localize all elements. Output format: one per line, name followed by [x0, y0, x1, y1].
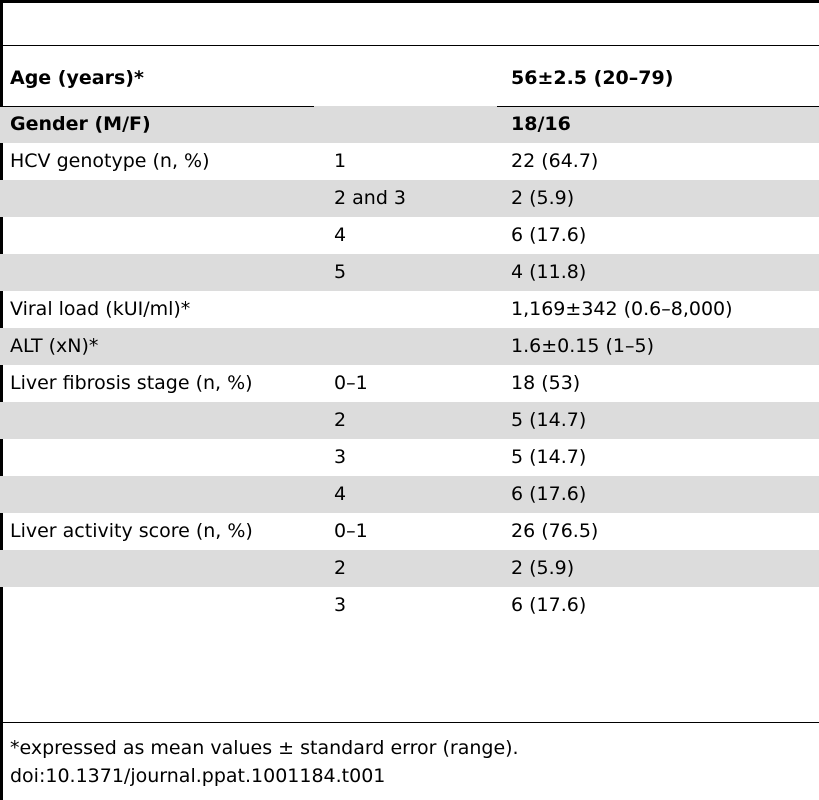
- row-value: 18 (53): [511, 372, 581, 394]
- row-label: [0, 550, 320, 587]
- row-value: 1.6±0.15 (1–5): [497, 328, 819, 365]
- row-value: 2 (5.9): [497, 550, 819, 587]
- row-subcategory: 4: [334, 224, 347, 246]
- row-subcategory: 3: [334, 446, 347, 468]
- row-label: Liver activity score (n, %): [10, 520, 253, 542]
- table-row: Viral load (kUI/ml)* 1,169±342 (0.6–8,000…: [0, 291, 819, 328]
- table-row: ALT (xN)* 1.6±0.15 (1–5): [0, 328, 819, 365]
- row-divider: [0, 106, 314, 107]
- row-label: HCV genotype (n, %): [10, 150, 210, 172]
- table-body: Age (years)* 56±2.5 (20–79) Gender (M/F) 18…: [0, 58, 819, 624]
- row-subcategory: 4: [320, 476, 497, 513]
- table-row: Liver activity score (n, %) 0–1 26 (76.5): [0, 513, 819, 550]
- row-label: Age (years)*: [10, 67, 144, 89]
- row-label: [0, 587, 320, 624]
- row-value: 6 (17.6): [511, 224, 587, 246]
- row-value: 5 (14.7): [511, 446, 587, 468]
- row-label: [0, 476, 320, 513]
- row-label: [0, 439, 320, 476]
- row-subcategory: 2: [320, 402, 497, 439]
- table-row: 3 5 (14.7): [0, 439, 819, 476]
- row-value: 22 (64.7): [511, 150, 599, 172]
- row-divider-right: [497, 106, 819, 107]
- row-label: [0, 402, 320, 439]
- table-row: 3 6 (17.6): [0, 587, 819, 624]
- row-value: 5 (14.7): [497, 402, 819, 439]
- row-label: Liver fibrosis stage (n, %): [10, 372, 253, 394]
- left-border: [0, 0, 3, 800]
- header-rule: [0, 45, 819, 46]
- top-rule: [0, 0, 819, 3]
- row-value: 56±2.5 (20–79): [511, 67, 674, 89]
- row-value: 2 (5.9): [497, 180, 819, 217]
- row-subcategory: 1: [334, 150, 347, 172]
- row-subcategory: 0–1: [334, 520, 368, 542]
- row-subcategory: [320, 328, 497, 365]
- row-subcategory: [320, 291, 497, 328]
- patient-characteristics-table: Age (years)* 56±2.5 (20–79) Gender (M/F) 18…: [0, 58, 819, 624]
- row-label: [0, 217, 320, 254]
- row-subcategory: [320, 106, 497, 143]
- row-label: Gender (M/F): [0, 106, 320, 143]
- row-label: [0, 180, 320, 217]
- row-value: 18/16: [497, 106, 819, 143]
- row-subcategory: 3: [334, 594, 347, 616]
- row-subcategory: 2 and 3: [320, 180, 497, 217]
- table-row: HCV genotype (n, %) 1 22 (64.7): [0, 143, 819, 180]
- row-label: Viral load (kUI/ml)*: [10, 298, 191, 320]
- row-value: 1,169±342 (0.6–8,000): [511, 298, 733, 320]
- table-row: Age (years)* 56±2.5 (20–79): [0, 58, 819, 106]
- row-value: 4 (11.8): [497, 254, 819, 291]
- row-value: 6 (17.6): [497, 476, 819, 513]
- row-value: 26 (76.5): [511, 520, 599, 542]
- bottom-rule: [0, 722, 819, 723]
- footnote: *expressed as mean values ± standard err…: [10, 734, 519, 790]
- table-row: Liver fibrosis stage (n, %) 0–1 18 (53): [0, 365, 819, 402]
- row-label: ALT (xN)*: [0, 328, 320, 365]
- row-value: 6 (17.6): [511, 594, 587, 616]
- row-subcategory: 0–1: [334, 372, 368, 394]
- table-row: Gender (M/F) 18/16: [0, 106, 819, 143]
- row-label: [0, 254, 320, 291]
- row-subcategory: [320, 58, 497, 106]
- table-row: 4 6 (17.6): [0, 217, 819, 254]
- row-subcategory: 5: [320, 254, 497, 291]
- doi-text: doi:10.1371/journal.ppat.1001184.t001: [10, 765, 386, 787]
- row-subcategory: 2: [320, 550, 497, 587]
- footnote-text: *expressed as mean values ± standard err…: [10, 737, 519, 759]
